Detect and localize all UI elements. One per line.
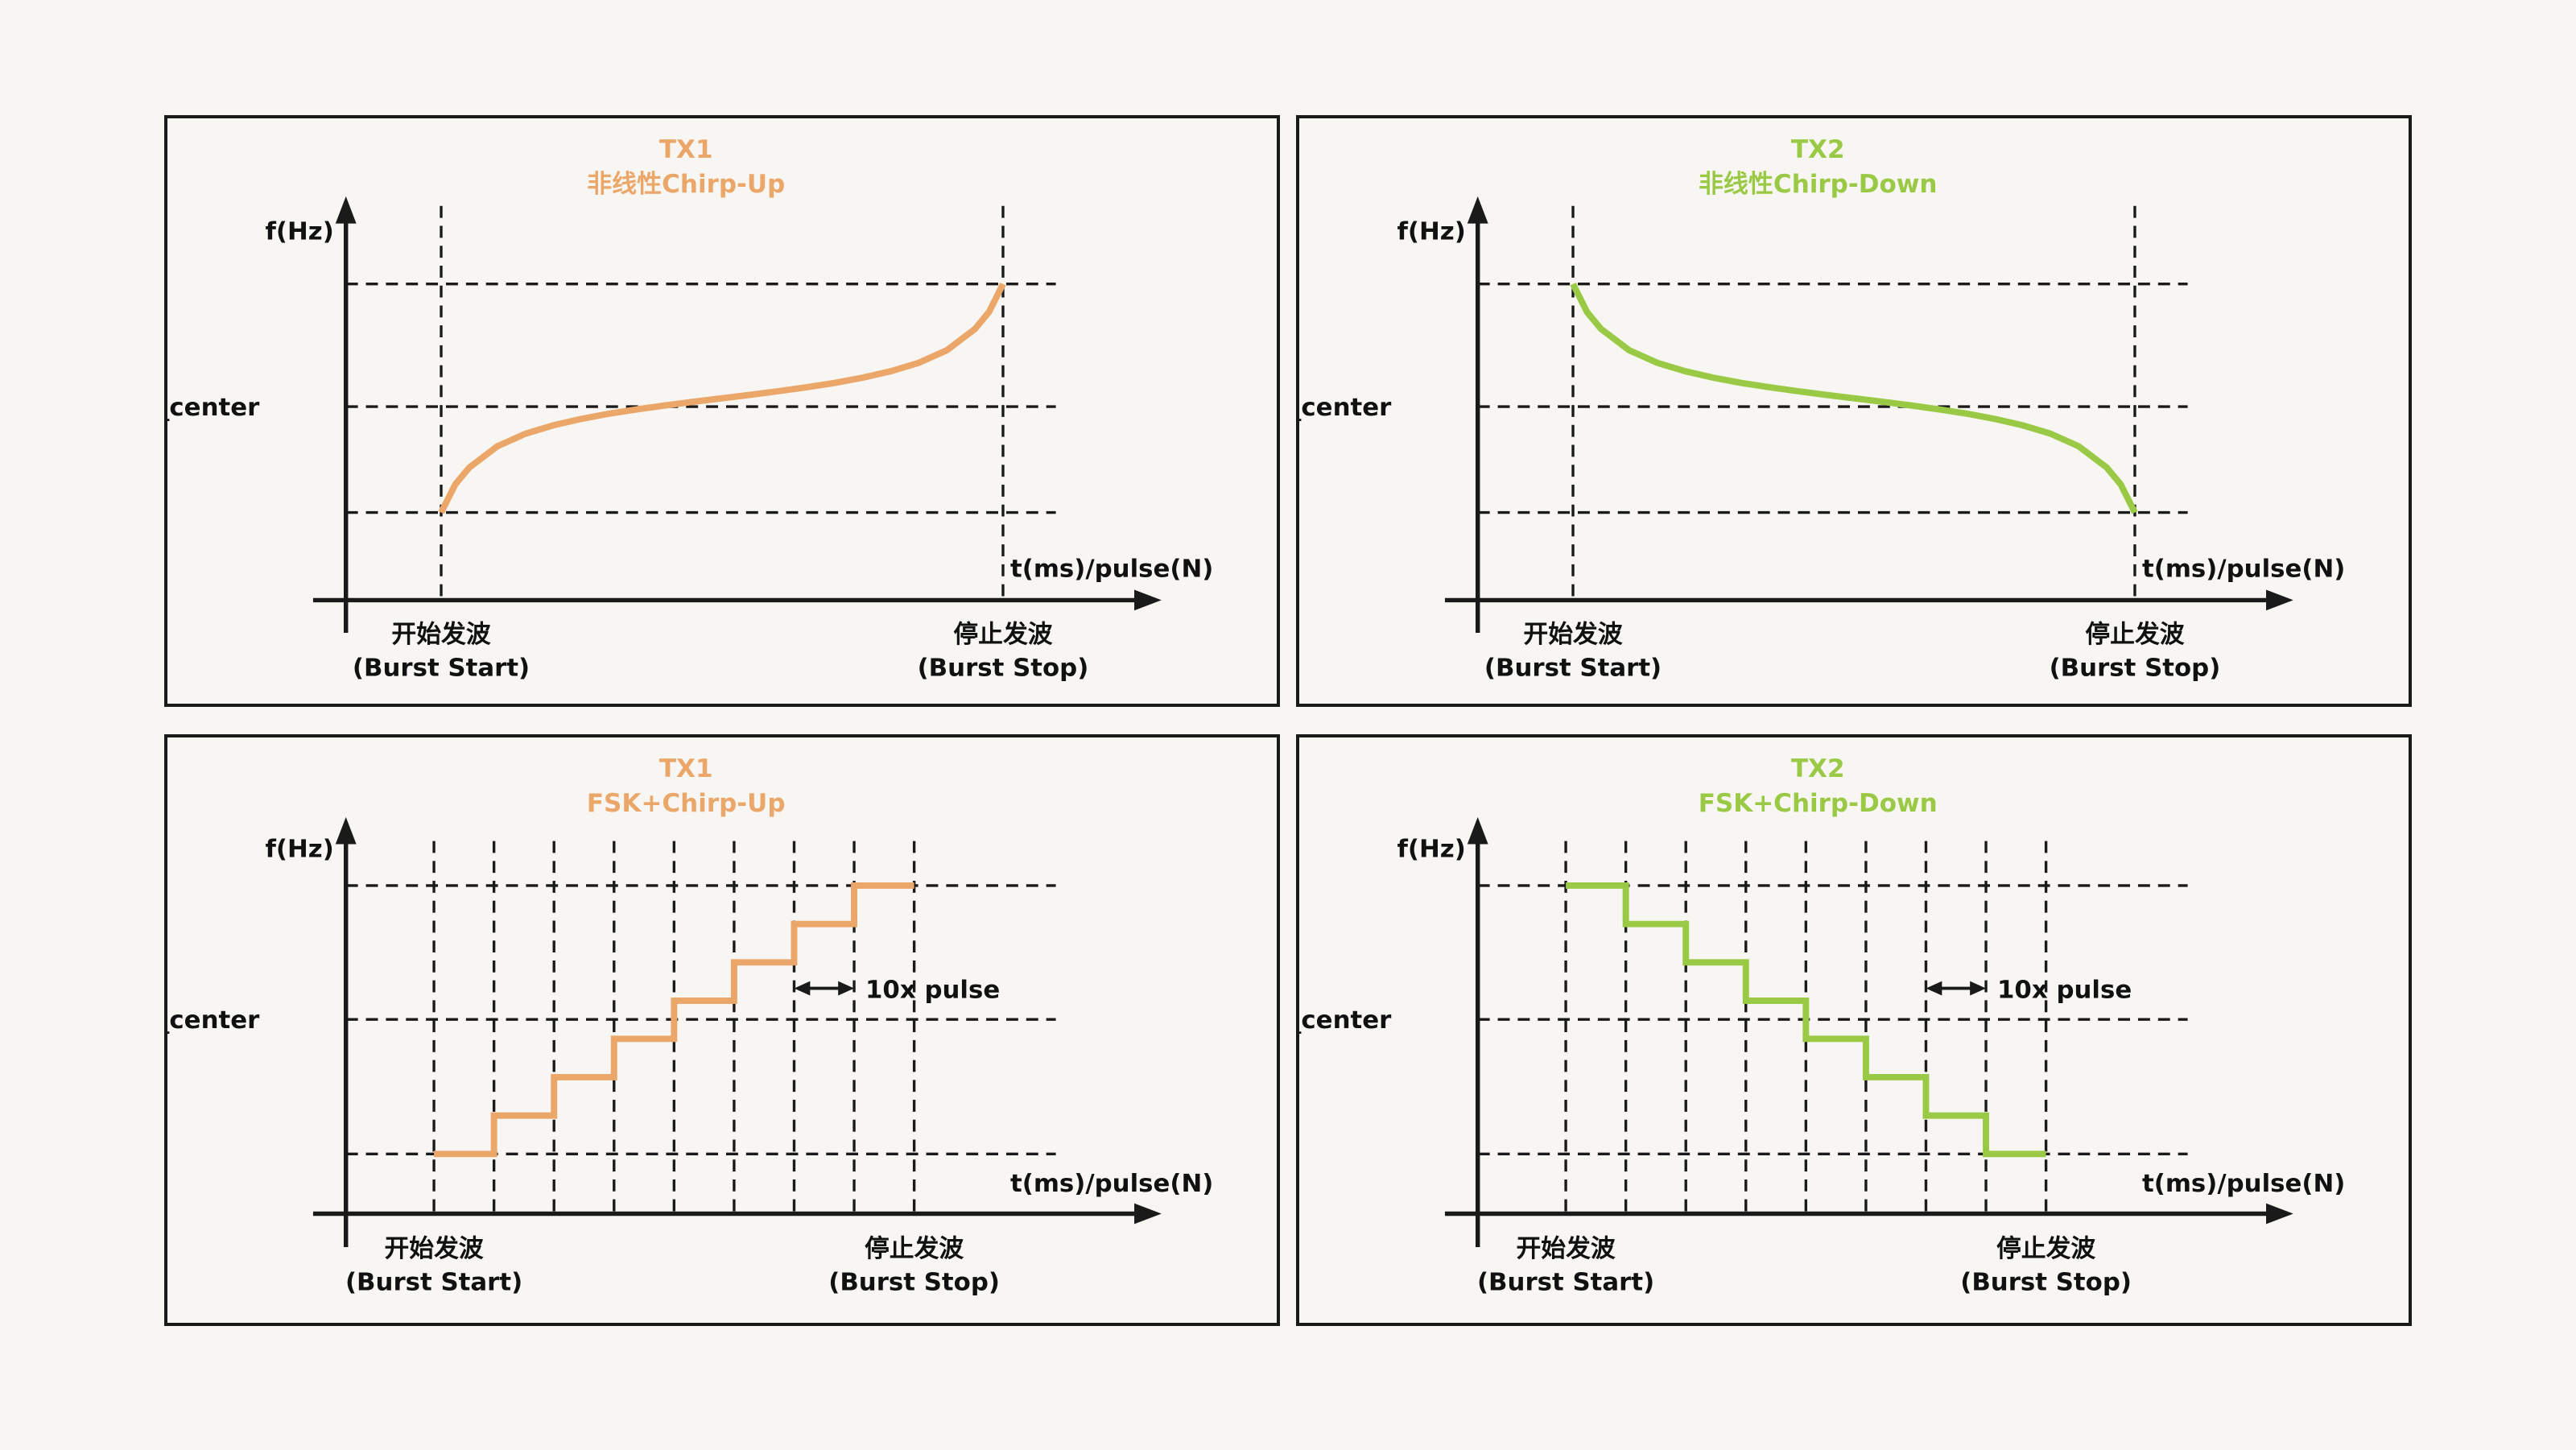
title-line1: TX1 — [658, 754, 713, 783]
x-axis-label: t(ms)/pulse(N) — [2142, 1169, 2345, 1198]
burst-start-label-zh: 开始发波 — [384, 1234, 484, 1263]
x-axis-arrow-icon — [2266, 1203, 2293, 1225]
x-axis-label: t(ms)/pulse(N) — [1010, 1169, 1213, 1198]
plot-tx1-fsk-chirp-up: f(Hz) f_center t(ms)/pulse(N) 开始发波 (Burs… — [167, 816, 1213, 1297]
burst-start-label-en: (Burst Start) — [345, 1268, 522, 1297]
plot-tx2-fsk-chirp-down: f(Hz) f_center t(ms)/pulse(N) 开始发波 (Burs… — [1299, 816, 2345, 1297]
title-line1: TX1 — [658, 135, 713, 164]
burst-stop-label-zh: 停止发波 — [953, 620, 1053, 649]
gridlines-group — [1477, 841, 2188, 1214]
gridlines-group — [345, 841, 1056, 1214]
plot-tx2-nonlinear-chirp-down: f(Hz) f_center t(ms)/pulse(N) 开始发波 (Burs… — [1299, 196, 2345, 682]
axes-group — [1444, 196, 2293, 633]
tx2-fsk-chirp-down-series-line — [1566, 882, 2046, 1158]
y-axis-arrow-icon — [1467, 196, 1488, 224]
burst-stop-label-en: (Burst Stop) — [2050, 653, 2221, 682]
tx1-fsk-chirp-up-series-line — [434, 882, 914, 1158]
panel-tx1-fsk-chirp-up: f(Hz) f_center t(ms)/pulse(N) 开始发波 (Burs… — [164, 734, 1280, 1326]
title-line2: 非线性Chirp-Up — [587, 170, 786, 199]
y-axis-arrow-icon — [335, 196, 357, 224]
title-line1: TX2 — [1790, 135, 1845, 164]
title-line2: FSK+Chirp-Up — [586, 789, 786, 818]
axes-group — [312, 816, 1162, 1248]
panel-title: TX1 FSK+Chirp-Up — [167, 752, 1204, 821]
panel-title: TX2 FSK+Chirp-Down — [1299, 752, 2336, 821]
burst-start-label-zh: 开始发波 — [1516, 1234, 1616, 1263]
y-axis-label: f(Hz) — [266, 834, 334, 863]
burst-start-label-zh: 开始发波 — [391, 620, 491, 649]
panel-title: TX1 非线性Chirp-Up — [167, 133, 1204, 202]
title-line2: FSK+Chirp-Down — [1698, 789, 1938, 818]
panel-title: TX2 非线性Chirp-Down — [1299, 133, 2336, 202]
f-center-tick-label: f_center — [1299, 1006, 1392, 1035]
y-axis-label: f(Hz) — [266, 217, 334, 246]
pulse-duration-annotation: 10x pulse — [1997, 976, 2132, 1005]
x-axis-arrow-icon — [1134, 1203, 1162, 1225]
f-center-tick-label: f_center — [1299, 393, 1392, 422]
burst-stop-label-zh: 停止发波 — [2085, 620, 2185, 649]
gridlines-group — [345, 205, 1056, 601]
title-line2: 非线性Chirp-Down — [1698, 170, 1938, 199]
burst-stop-label-en: (Burst Stop) — [918, 653, 1089, 682]
pulse-width-arrow-icon — [1926, 981, 1987, 996]
tx1-nonlinear-chirp-up-series-line — [438, 282, 1006, 514]
burst-stop-label-en: (Burst Stop) — [828, 1268, 1000, 1297]
plot-drawing — [312, 816, 1162, 1248]
f-center-tick-label: f_center — [167, 393, 260, 422]
burst-start-label-en: (Burst Start) — [1477, 1268, 1654, 1297]
title-line1: TX2 — [1790, 754, 1845, 783]
x-axis-arrow-icon — [2266, 589, 2293, 611]
burst-stop-label-zh: 停止发波 — [865, 1234, 964, 1263]
y-axis-label: f(Hz) — [1397, 217, 1466, 246]
axes-group — [312, 196, 1162, 633]
pulse-duration-annotation: 10x pulse — [865, 976, 1000, 1005]
y-axis-label: f(Hz) — [1397, 834, 1466, 863]
f-center-tick-label: f_center — [167, 1006, 260, 1035]
x-axis-label: t(ms)/pulse(N) — [2142, 555, 2345, 584]
burst-stop-label-en: (Burst Stop) — [1960, 1268, 2132, 1297]
plot-drawing — [1444, 816, 2293, 1248]
plot-tx1-nonlinear-chirp-up: f(Hz) f_center t(ms)/pulse(N) 开始发波 (Burs… — [167, 196, 1213, 682]
plot-drawing — [1444, 196, 2293, 633]
burst-start-label-zh: 开始发波 — [1523, 620, 1623, 649]
panel-tx2-fsk-chirp-down: f(Hz) f_center t(ms)/pulse(N) 开始发波 (Burs… — [1296, 734, 2412, 1326]
x-axis-label: t(ms)/pulse(N) — [1010, 555, 1213, 584]
panel-tx1-nonlinear-chirp-up: f(Hz) f_center t(ms)/pulse(N) 开始发波 (Burs… — [164, 115, 1280, 707]
gridlines-group — [1477, 205, 2188, 601]
y-axis-arrow-icon — [335, 816, 357, 845]
x-axis-arrow-icon — [1134, 589, 1162, 611]
burst-start-label-en: (Burst Start) — [353, 653, 530, 682]
pulse-width-arrow-icon — [794, 981, 855, 996]
burst-start-label-en: (Burst Start) — [1484, 653, 1662, 682]
tx2-nonlinear-chirp-down-series-line — [1570, 282, 2138, 514]
burst-stop-label-zh: 停止发波 — [1996, 1234, 2096, 1263]
y-axis-arrow-icon — [1467, 816, 1488, 845]
plot-drawing — [312, 196, 1162, 633]
axes-group — [1444, 816, 2293, 1248]
panel-tx2-nonlinear-chirp-down: f(Hz) f_center t(ms)/pulse(N) 开始发波 (Burs… — [1296, 115, 2412, 707]
